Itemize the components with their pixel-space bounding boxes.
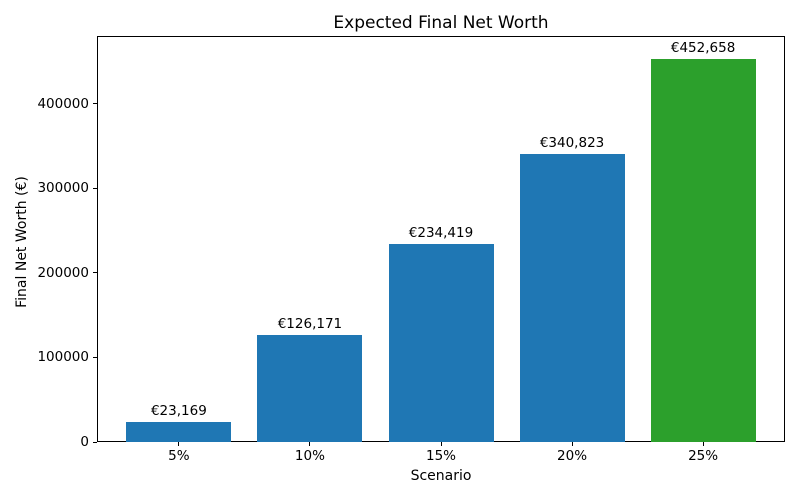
bar-value-label: €126,171: [277, 316, 343, 333]
bar-20%: [519, 153, 625, 442]
x-tick-label: 10%: [294, 448, 325, 464]
y-tick-label: 400000: [37, 95, 89, 112]
x-tick-label: 25%: [688, 448, 719, 464]
x-tick-mark: [440, 442, 442, 446]
bar-value-label: €23,169: [150, 403, 207, 420]
chart-title: Expected Final Net Worth: [333, 13, 549, 33]
bar-value-label: €452,658: [670, 40, 736, 57]
y-tick-mark: [93, 272, 97, 274]
x-tick-mark: [309, 442, 311, 446]
x-tick-label: 15%: [425, 448, 456, 464]
y-tick-label: 200000: [37, 264, 89, 281]
y-axis-label: Final Net Worth (€): [14, 176, 30, 308]
y-tick-label: 100000: [37, 349, 89, 366]
y-tick-mark: [93, 441, 97, 443]
bar-5%: [126, 422, 232, 442]
bar-15%: [388, 243, 494, 442]
x-tick-mark: [178, 442, 180, 446]
bar-25%: [650, 59, 756, 442]
bar-value-label: €234,419: [408, 224, 474, 241]
bar-10%: [257, 335, 363, 442]
x-tick-label: 20%: [557, 448, 588, 464]
bar-value-label: €340,823: [539, 134, 605, 151]
y-tick-mark: [93, 356, 97, 358]
y-tick-mark: [93, 103, 97, 105]
y-tick-mark: [93, 187, 97, 189]
y-tick-label: 300000: [37, 180, 89, 197]
x-axis-label: Scenario: [410, 468, 472, 484]
x-tick-label: 5%: [168, 448, 190, 464]
x-tick-mark: [702, 442, 704, 446]
y-tick-label: 0: [80, 434, 89, 450]
x-tick-mark: [571, 442, 573, 446]
